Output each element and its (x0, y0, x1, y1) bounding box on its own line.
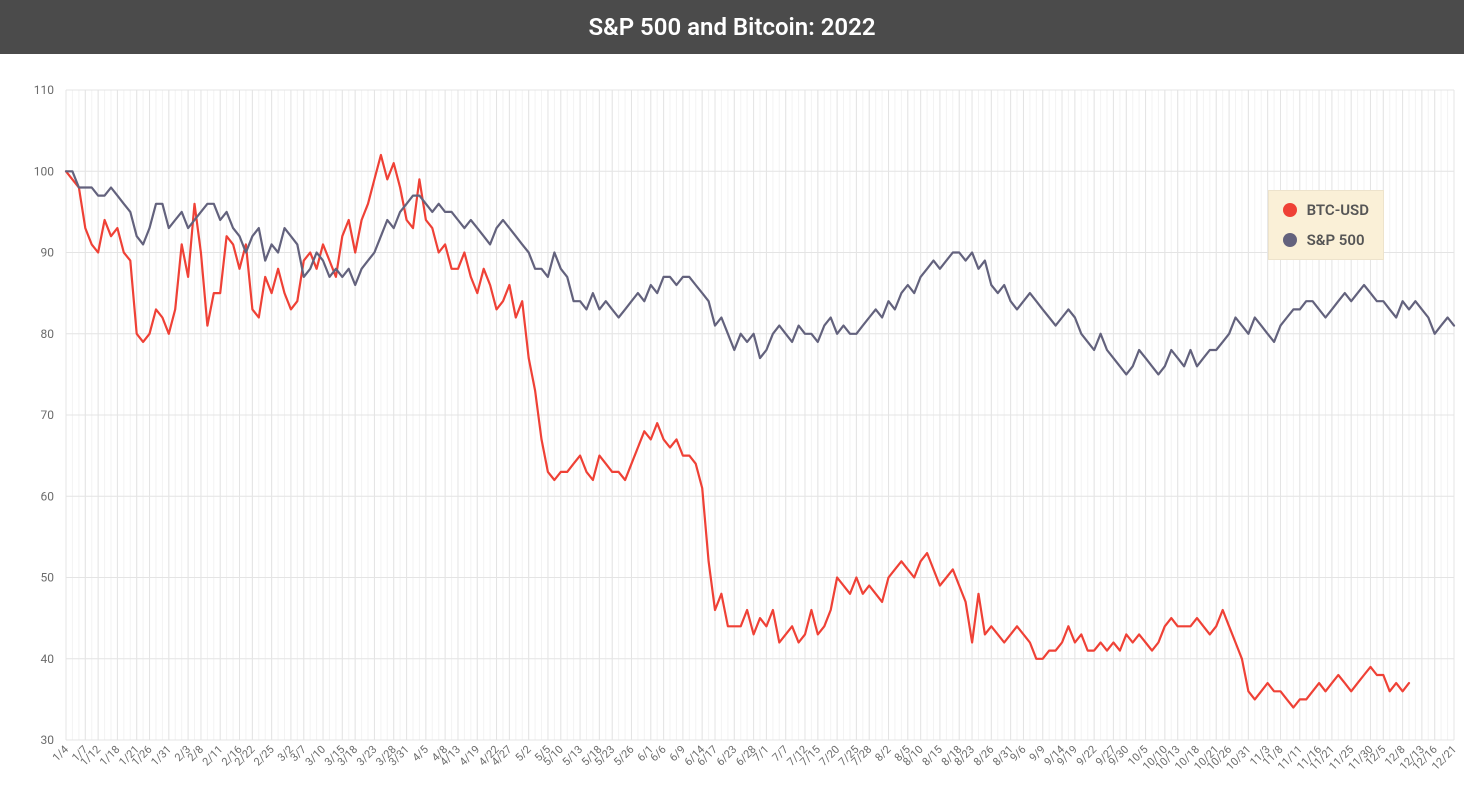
y-tick-label: 60 (41, 489, 55, 503)
legend: BTC-USD S&P 500 (1268, 190, 1384, 260)
chart-title-bar: S&P 500 and Bitcoin: 2022 (0, 0, 1464, 54)
x-tick-label: 9/6 (1007, 743, 1028, 764)
legend-item: BTC-USD (1269, 195, 1383, 225)
y-tick-label: 90 (41, 246, 55, 260)
y-axis: 30 40 50 60 70 80 90 100 110 (34, 83, 1454, 747)
x-tick-label: 4/5 (410, 743, 431, 764)
y-tick-label: 40 (41, 652, 55, 666)
x-tick-label: 6/6 (648, 743, 669, 764)
series-BTC-USD (66, 155, 1409, 708)
y-tick-label: 50 (41, 571, 55, 585)
x-tick-label: 7/1 (750, 743, 771, 764)
x-tick-label: 8/2 (872, 743, 893, 764)
legend-color-dot (1283, 203, 1297, 217)
y-tick-label: 100 (34, 164, 54, 178)
legend-label: S&P 500 (1307, 231, 1365, 249)
legend-item: S&P 500 (1269, 225, 1383, 255)
chart-area: 30 40 50 60 70 80 90 100 1101/41/71/121/181/211/… (0, 54, 1464, 808)
y-tick-label: 110 (34, 83, 54, 97)
x-tick-label: 2/25 (251, 743, 277, 769)
x-tick-label: 5/2 (513, 743, 534, 764)
x-axis: 1/41/71/121/181/211/261/312/32/82/112/16… (50, 90, 1459, 773)
x-tick-label: 5/26 (611, 743, 637, 769)
line-chart-svg: 30 40 50 60 70 80 90 100 1101/41/71/121/181/211/… (0, 54, 1464, 808)
x-tick-label: 1/31 (148, 743, 174, 769)
legend-color-dot (1283, 233, 1297, 247)
legend-label: BTC-USD (1307, 201, 1369, 219)
chart-title: S&P 500 and Bitcoin: 2022 (588, 13, 875, 41)
y-tick-label: 30 (41, 733, 55, 747)
y-tick-label: 70 (41, 408, 55, 422)
y-tick-label: 80 (41, 327, 55, 341)
